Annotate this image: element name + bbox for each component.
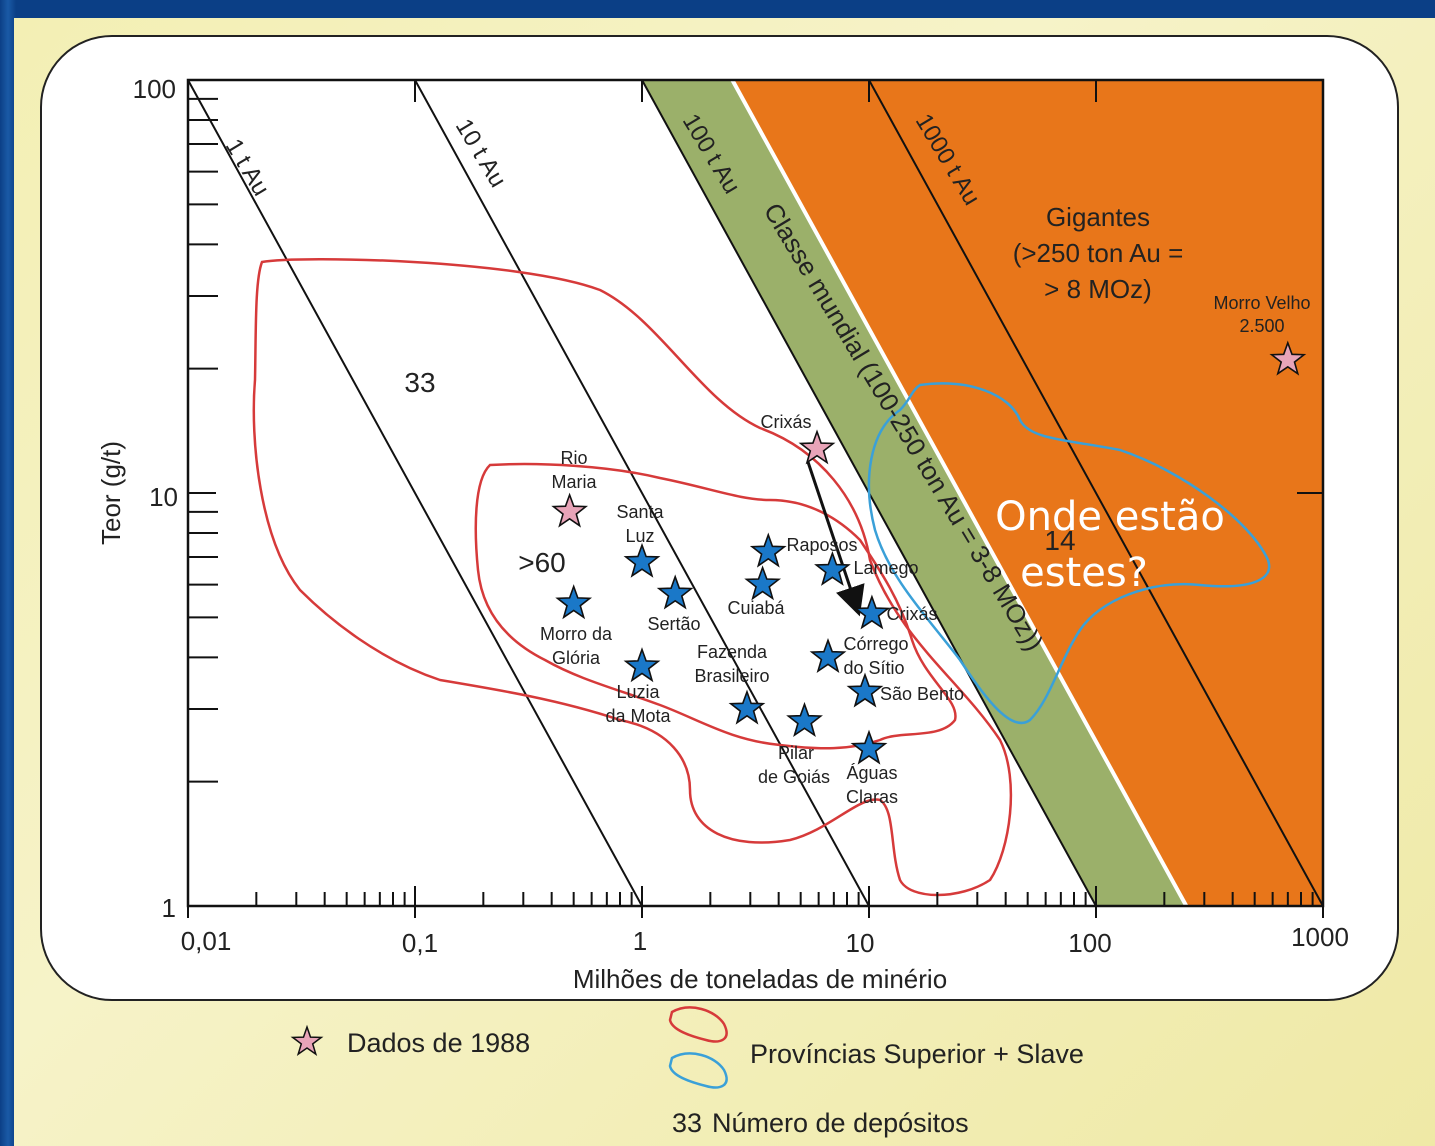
deposit-label: de Goiás <box>758 767 830 787</box>
gigantes-band <box>732 80 1323 906</box>
red-region-outer <box>252 257 1013 897</box>
deposit-labels: Santa Luz Morro da Glória Sertão Luzia d… <box>540 293 1311 807</box>
deposit-1988-star-icon <box>798 429 836 465</box>
x-tick-label: 0,01 <box>181 926 232 956</box>
brazil-deposits <box>555 532 891 765</box>
y-axis-title: Teor (g/t) <box>96 441 126 545</box>
deposit-label: Cuiabá <box>727 598 785 618</box>
legend-blue-outline-icon <box>668 1052 728 1089</box>
deposit-1988-star-icon <box>551 492 589 528</box>
deposit-label: São Bento <box>880 684 964 704</box>
deposit-star-icon <box>814 550 851 586</box>
deposit-label: Morro da <box>540 624 613 644</box>
classe-mundial-band <box>642 80 1187 906</box>
deposit-label: Pilar <box>778 743 814 763</box>
x-tick-label: 10 <box>846 928 875 958</box>
deposit-star-icon <box>850 729 888 765</box>
annotation-line: Onde estão <box>995 494 1225 540</box>
deposit-label: Lamego <box>853 558 918 578</box>
y-tick-label: 100 <box>133 74 176 104</box>
deposits-1988 <box>551 340 1307 528</box>
region-count-33: 33 <box>404 367 435 398</box>
deposit-star-icon <box>623 647 661 683</box>
x-tick-label: 0,1 <box>402 928 438 958</box>
legend-pink-star-icon <box>290 1024 324 1056</box>
deposit-label: Claras <box>846 787 898 807</box>
deposit-star-icon <box>809 637 847 674</box>
tonnage-line-1000t <box>868 80 1323 906</box>
legend: Dados de 1988 Províncias Superior + Slav… <box>290 1006 1084 1138</box>
tonnage-label-1t: 1 t Au <box>220 134 275 201</box>
deposit-label: do Sítio <box>843 658 904 678</box>
deposit-label: Glória <box>552 648 601 668</box>
legend-number: 33 <box>672 1108 702 1138</box>
red-region-inner <box>474 462 957 750</box>
deposit-label: Morro Velho <box>1213 293 1310 313</box>
tonnage-label-10t: 10 t Au <box>450 114 512 192</box>
deposit-label: Santa <box>616 502 664 522</box>
legend-label: Províncias Superior + Slave <box>750 1039 1084 1069</box>
deposit-star-icon <box>749 532 787 568</box>
deposit-label: Raposos <box>786 535 857 555</box>
tonnage-line-250t <box>730 80 1189 906</box>
deposit-label: Sertão <box>647 614 700 634</box>
deposit-label: da Mota <box>605 706 671 726</box>
deposit-star-icon <box>623 542 661 578</box>
deposit-star-icon <box>555 584 593 620</box>
region-count-60: >60 <box>518 547 566 578</box>
deposit-label: Brasileiro <box>694 666 769 686</box>
deposit-label: Maria <box>551 472 597 492</box>
x-axis-title: Milhões de toneladas de minério <box>573 964 947 994</box>
tonnage-line-1t <box>188 80 643 906</box>
deposit-label: Crixás <box>760 412 811 432</box>
deposit-label: Córrego <box>843 634 908 654</box>
legend-red-outline-icon <box>668 1006 728 1043</box>
crixas-arrow <box>806 461 865 617</box>
deposit-star-icon <box>728 689 766 725</box>
deposit-star-icon <box>786 701 823 738</box>
legend-label: Número de depósitos <box>712 1108 969 1138</box>
deposit-star-icon <box>744 565 782 601</box>
tonnage-line-10t <box>414 80 870 906</box>
x-tick-label: 100 <box>1068 928 1111 958</box>
y-tick-label: 10 <box>149 482 178 512</box>
x-axis-ticks <box>187 80 1324 918</box>
deposit-label: Rio <box>560 448 587 468</box>
gigantes-label-line: Gigantes <box>1046 202 1150 232</box>
legend-label: Dados de 1988 <box>347 1028 530 1058</box>
deposit-label: 2.500 <box>1239 316 1284 336</box>
annotation-line: estes? <box>1020 550 1148 596</box>
y-tick-label: 1 <box>162 893 176 923</box>
deposit-label: Águas <box>846 763 897 783</box>
deposit-label: Luz <box>625 526 654 546</box>
x-tick-label: 1000 <box>1291 922 1349 952</box>
blue-region <box>867 382 1271 724</box>
gigantes-label-line: (>250 ton Au = <box>1013 238 1184 268</box>
deposit-star-icon <box>846 672 884 708</box>
deposit-1988-star-icon <box>1269 340 1307 376</box>
deposit-label: Fazenda <box>697 642 768 662</box>
x-tick-label: 1 <box>633 926 647 956</box>
gigantes-label-line: > 8 MOz) <box>1044 274 1152 304</box>
region-count-14: 14 <box>1044 525 1075 556</box>
deposit-label: Crixás <box>886 604 937 624</box>
deposit-star-icon <box>656 574 694 610</box>
deposit-label: Luzia <box>616 682 660 702</box>
deposit-star-icon <box>853 594 891 630</box>
